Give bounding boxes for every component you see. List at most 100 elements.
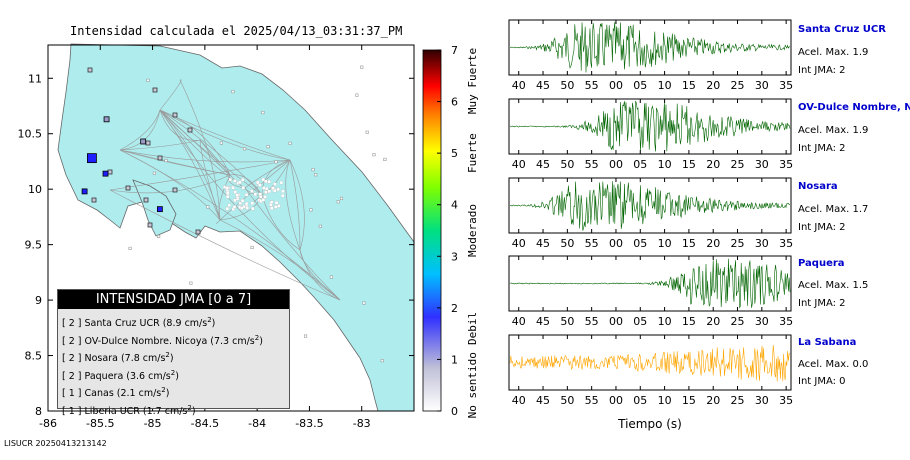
station-acel-4: Acel. Max. 1.5 <box>798 280 869 291</box>
map-road <box>216 219 221 224</box>
waveform-xtick-label: 10 <box>658 158 672 171</box>
map-ytick-label: 9 <box>35 294 42 307</box>
map-town-marker <box>250 201 254 205</box>
waveform-xtick-label: 10 <box>658 79 672 92</box>
waveform-xtick-label: 50 <box>560 315 574 328</box>
map-axes: -86 -85.5 -85 -84.5 -84 -83.5 -83 11 10.5 10 9.5 9 8… <box>18 45 414 430</box>
colorbar-tick-label: 4 <box>451 199 458 212</box>
station-jma-1: Int JMA: 2 <box>798 65 846 76</box>
map-ytick-label: 10 <box>28 183 42 196</box>
map-road <box>261 194 301 251</box>
waveform-xtick-label: 20 <box>706 315 720 328</box>
map-station-marker <box>87 153 97 164</box>
map-town-marker <box>225 207 229 211</box>
map-road <box>159 109 201 141</box>
legend-entry-exponent: 2 <box>187 403 192 412</box>
waveform-xtick-label: 35 <box>779 394 793 407</box>
waveform-xtick-label: 40 <box>512 237 526 250</box>
map-town-marker <box>239 206 244 210</box>
map-road <box>119 149 221 221</box>
legend-entry-close: ) <box>165 388 170 400</box>
waveform-xtick-label: 40 <box>512 158 526 171</box>
map-aux-station <box>172 187 178 193</box>
legend-entry-exponent: 2 <box>161 386 166 395</box>
map-road <box>159 109 263 196</box>
map-road <box>261 159 291 196</box>
map-road <box>159 109 231 176</box>
map-town-marker <box>274 160 278 164</box>
map-road <box>159 109 291 161</box>
legend-list: [ 2 ] Santa Cruz UCR (8.9 cm/s2)[ 2 ] OV… <box>58 312 289 418</box>
colorbar-category-label: Fuerte <box>466 133 479 173</box>
map-town-marker <box>264 190 268 194</box>
legend-title: INTENSIDAD JMA [0 a 7] <box>58 290 289 309</box>
waveform-xtick-label: 25 <box>731 158 745 171</box>
waveform-xtick-label: 10 <box>658 237 672 250</box>
map-town-marker <box>244 201 249 206</box>
colorbar-tick-label: 7 <box>451 44 458 57</box>
legend-entry-text: [ 1 ] Canas (2.1 cm/s <box>62 388 162 400</box>
legend-entry: [ 2 ] Santa Cruz UCR (8.9 cm/s2) <box>62 312 289 330</box>
map-town-marker <box>277 204 281 208</box>
map-town-marker <box>362 301 366 305</box>
map-aux-station <box>143 197 149 203</box>
colorbar-category-label: Muy Fuerte <box>466 48 479 114</box>
waveform-xtick-label: 45 <box>536 158 550 171</box>
map-town-marker <box>233 198 237 203</box>
legend-entry-close: ) <box>259 335 263 347</box>
map-road <box>285 159 301 251</box>
map-town-marker <box>219 141 223 145</box>
map-aux-station <box>107 169 113 175</box>
map-town-marker <box>232 205 237 209</box>
map-town-marker <box>256 180 260 185</box>
map-town-marker <box>372 153 376 157</box>
waveform-trace <box>509 181 791 231</box>
map-town-marker <box>241 178 245 182</box>
map-town-marker <box>245 206 249 210</box>
map-town-marker <box>189 281 193 285</box>
map-town-marker <box>253 192 258 196</box>
waveform-xtick-label: 10 <box>658 394 672 407</box>
waveform-xtick-label: 05 <box>633 394 647 407</box>
map-aux-station <box>147 222 153 228</box>
waveform-xtick-label: 20 <box>706 237 720 250</box>
map-ytick-label: 8.5 <box>25 350 43 363</box>
colorbar-tick-label: 1 <box>451 353 458 366</box>
map-road <box>219 219 341 301</box>
station-jma-3: Int JMA: 2 <box>798 222 846 233</box>
waveform-xtick-label: 35 <box>779 79 793 92</box>
map-town-marker <box>276 187 280 192</box>
map-town-marker <box>273 182 277 186</box>
map-aux-station <box>152 87 158 93</box>
station-name-2: OV-Dulce Nombre, Nico <box>798 102 910 113</box>
map-aux-station <box>157 155 163 161</box>
map-town-marker <box>274 201 279 205</box>
station-jma-2: Int JMA: 2 <box>798 143 846 154</box>
map-town-marker <box>263 195 267 199</box>
station-jma-4: Int JMA: 2 <box>798 298 846 309</box>
map-station-marker <box>102 170 109 177</box>
colorbar-category-label: Debil <box>466 312 479 345</box>
station-name-4: Paquera <box>798 258 845 269</box>
waveform-xtick-label: 00 <box>609 79 623 92</box>
map-town-marker <box>314 173 318 177</box>
map-town-marker <box>244 193 249 197</box>
legend-entry-close: ) <box>191 406 196 418</box>
map-town-marker <box>269 203 273 207</box>
legend-entry-text: [ 2 ] Santa Cruz UCR (8.9 cm/s <box>62 318 208 330</box>
map-aux-station <box>87 67 93 73</box>
map-xtick-label: -84 <box>248 417 266 430</box>
waveform-xtick-label: 50 <box>560 79 574 92</box>
waveform-xtick-label: 50 <box>560 394 574 407</box>
waveform-xtick-label: 15 <box>682 158 696 171</box>
map-town-marker <box>243 147 247 151</box>
map-town-marker <box>231 90 235 94</box>
legend-entry-close: ) <box>175 370 179 382</box>
map-town-marker <box>270 206 274 210</box>
waveform-xtick-label: 45 <box>536 315 550 328</box>
waveform-xtick-label: 35 <box>779 237 793 250</box>
map-town-marker <box>264 186 269 191</box>
legend-entry-text: [ 2 ] Nosara (7.8 cm/s <box>62 353 166 365</box>
map-road <box>119 109 161 151</box>
waveform-xtick-label: 20 <box>706 79 720 92</box>
